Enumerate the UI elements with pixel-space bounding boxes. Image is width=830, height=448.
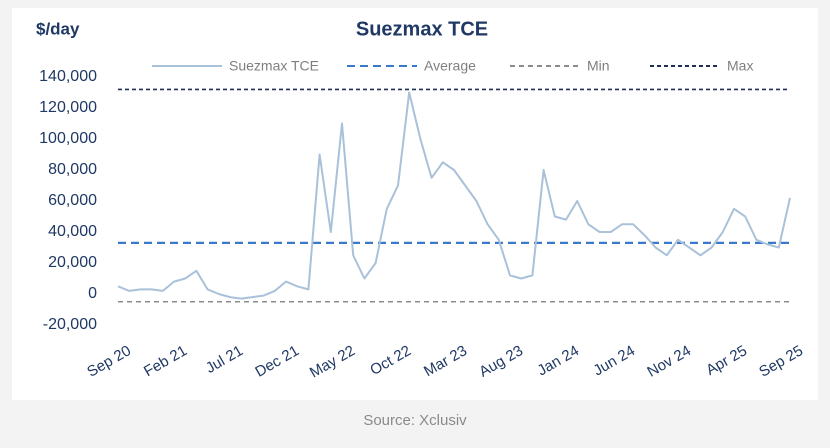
legend-label: Min bbox=[587, 58, 610, 74]
y-tick-label: 0 bbox=[88, 285, 97, 302]
legend-label: Suezmax TCE bbox=[229, 58, 319, 74]
source: Source: Xclusiv bbox=[363, 412, 467, 429]
y-axis-label: $/day bbox=[36, 19, 80, 38]
y-tick-label: 120,000 bbox=[39, 99, 97, 116]
chart-background bbox=[12, 8, 818, 400]
y-tick-label: 60,000 bbox=[48, 192, 97, 209]
y-tick-label: 40,000 bbox=[48, 223, 97, 240]
legend-label: Average bbox=[424, 58, 476, 74]
data-line bbox=[117, 91, 791, 300]
y-tick-label: -20,000 bbox=[43, 316, 97, 333]
y-tick-label: 100,000 bbox=[39, 130, 97, 147]
y-tick-label: 20,000 bbox=[48, 254, 97, 271]
legend-label: Max bbox=[727, 58, 753, 74]
chart-title: Suezmax TCE bbox=[356, 18, 488, 40]
y-tick-label: 80,000 bbox=[48, 161, 97, 178]
y-tick-label: 140,000 bbox=[39, 68, 97, 85]
